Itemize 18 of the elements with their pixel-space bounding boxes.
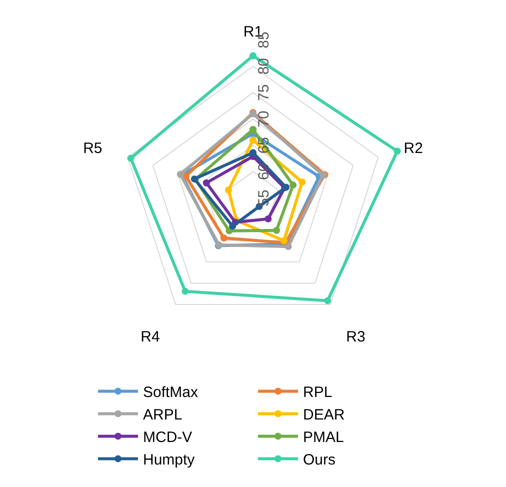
spoke-label: R4	[140, 328, 160, 346]
y-tick-label: 60	[256, 163, 272, 180]
spoke-label: R2	[404, 140, 423, 158]
legend-label: PMAL	[303, 429, 344, 446]
spoke-label: R5	[83, 140, 102, 158]
legend-label: ARPL	[143, 406, 182, 424]
spoke-label: R3	[346, 328, 366, 346]
y-tick-label: 75	[256, 84, 272, 102]
legend-label: MCD-V	[143, 429, 192, 446]
y-tick-label: 70	[256, 110, 272, 128]
legend-label: SoftMax	[143, 384, 199, 402]
legend-label: DEAR	[303, 406, 345, 424]
legend-label: Ours	[303, 452, 336, 469]
legend-label: Humpty	[143, 452, 196, 469]
y-tick-label: 65	[256, 136, 272, 154]
legend-label: RPL	[303, 384, 332, 402]
y-tick-label: 55	[256, 190, 272, 206]
y-tick-label: 80	[256, 58, 272, 75]
